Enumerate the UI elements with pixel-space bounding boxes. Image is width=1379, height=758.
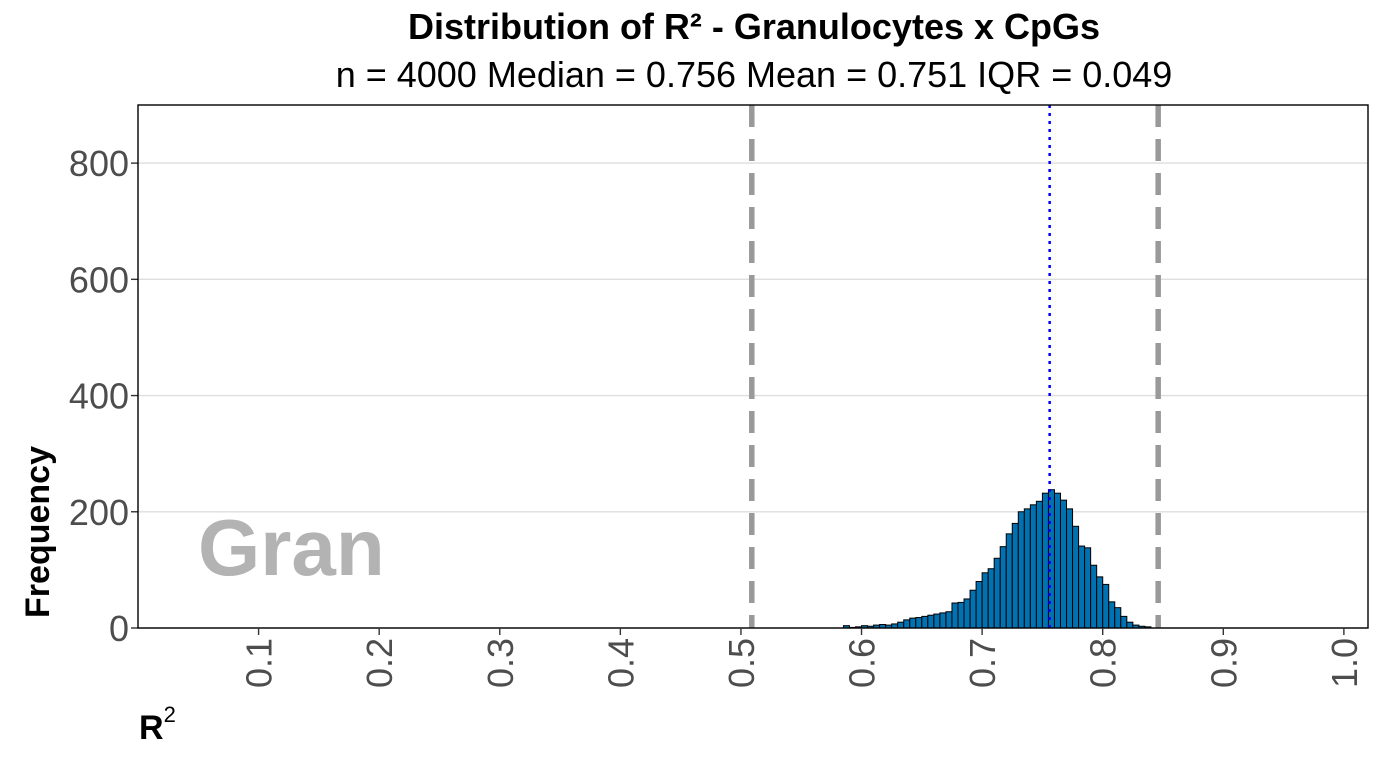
chart-subtitle: n = 4000 Median = 0.756 Mean = 0.751 IQR… [336,54,1173,95]
histogram-bar [987,568,995,629]
x-tick-label: 0.9 [1203,638,1244,688]
histogram-bar [981,572,989,629]
histogram-bar [1005,533,1013,629]
x-tick-label: 0.8 [1083,638,1124,688]
histogram-bar [1114,607,1122,629]
y-tick-label: 200 [69,492,129,533]
y-tick-label: 600 [69,259,129,300]
histogram-bar [1053,492,1061,629]
histogram-bar [1072,525,1080,629]
histogram-bar [921,615,929,629]
histogram-bar [1066,508,1074,629]
histogram-bar [1090,564,1098,629]
histogram-bar [927,614,935,629]
x-tick-label: 0.4 [600,638,641,688]
x-axis-title-superscript: 2 [164,702,176,727]
y-tick-label: 800 [69,143,129,184]
histogram-bar [951,602,959,629]
plot-border [137,104,1369,629]
histogram-bar [1041,492,1049,629]
x-tick-label: 0.3 [480,638,521,688]
histogram-bar [1102,583,1110,629]
x-tick-label: 0.1 [239,638,280,688]
histogram-bar [993,557,1001,629]
histogram-bar [897,621,905,629]
histogram-bar [1096,576,1104,629]
histogram-bar [903,619,911,629]
histogram-bar [1060,499,1068,629]
histogram-bar [1017,511,1025,629]
y-tick-label: 0 [109,608,129,649]
panel-label: Gran [198,503,385,592]
x-axis-title-base: R [139,709,164,747]
histogram-bar [1108,601,1116,629]
x-tick-label: 0.5 [721,638,762,688]
histogram-bar [909,617,917,629]
histogram-bar [957,601,965,629]
histogram-bar [933,613,941,629]
histogram-bar [975,581,983,629]
x-axis-title: R2 [139,702,176,747]
y-axis-title: Frequency [19,446,57,618]
histogram-bar [1078,545,1086,629]
x-tick-label: 0.2 [359,638,400,688]
x-tick-label: 1.0 [1324,638,1365,688]
histogram-bar [999,546,1007,629]
histogram-bar [1047,489,1055,629]
histogram-bar [1029,504,1037,629]
histogram-bar [1126,621,1134,629]
plot-area: 0 200 400 600 800 Gran 0.1 0.2 0.3 0.4 0.5 0.6 0.7 0.… [69,104,1369,688]
histogram-bar [1035,500,1043,629]
y-tick-label: 400 [69,376,129,417]
x-tick-label: 0.7 [962,638,1003,688]
chart-title: Distribution of R² - Granulocytes x CpGs [408,6,1100,47]
histogram-bar [963,598,971,629]
histogram-bar [939,612,947,629]
histogram-bar [969,589,977,629]
histogram-bar [1120,615,1128,629]
x-tick-label: 0.6 [842,638,883,688]
histogram-bar [1011,522,1019,629]
histogram-bar [915,617,923,629]
histogram-bar [1023,508,1031,629]
histogram-bar [945,611,953,629]
histogram-bar [1084,547,1092,629]
